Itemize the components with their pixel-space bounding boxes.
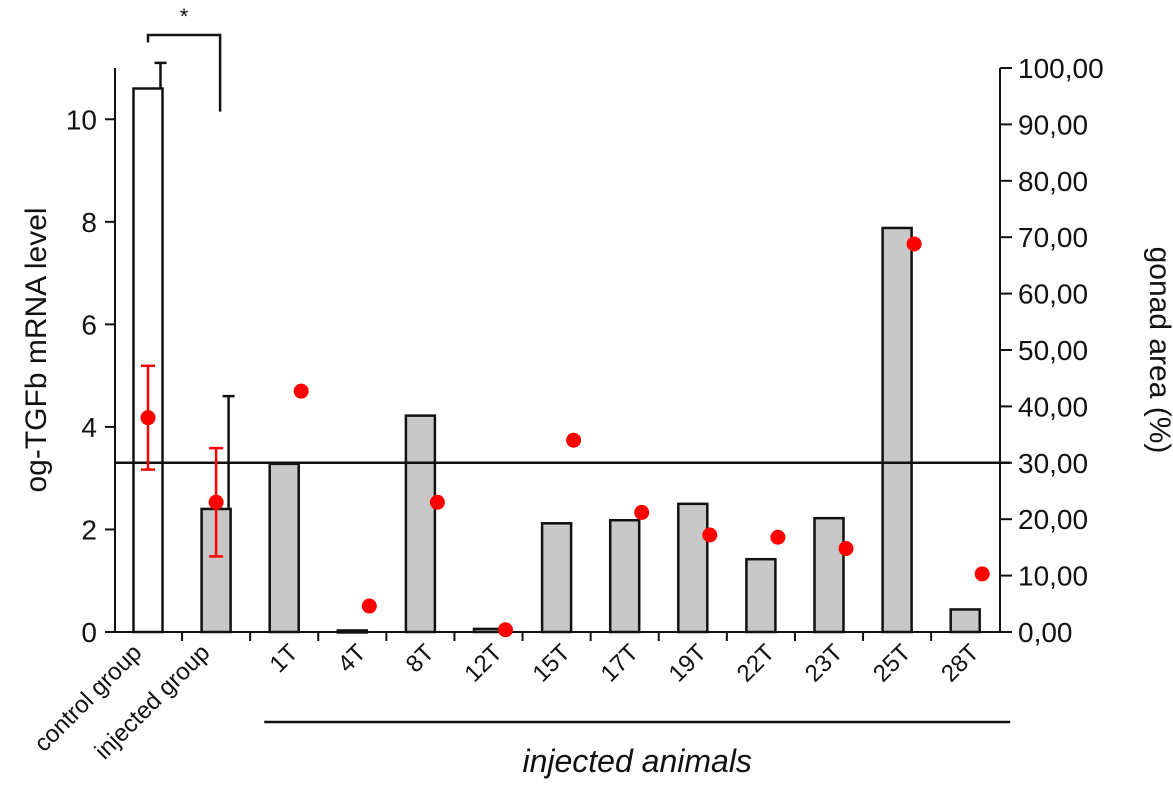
category-label: 8T — [401, 639, 440, 678]
right-tick-label: 40,00 — [1018, 391, 1088, 422]
bar — [608, 518, 641, 634]
left-axis-title: og-TGFb mRNA level — [20, 207, 53, 492]
right-tick-label: 50,00 — [1018, 335, 1088, 366]
bar — [336, 629, 369, 634]
data-point — [974, 566, 990, 582]
category-label: 28T — [936, 639, 985, 688]
right-axis: 0,00 10,00 20,00 30,00 40,00 50,00 60,00 70,00 8… — [999, 53, 1104, 648]
data-point — [140, 410, 156, 426]
bar — [881, 226, 913, 634]
points — [140, 236, 990, 638]
bar — [540, 522, 573, 634]
bar — [268, 462, 300, 634]
left-tick-label: 8 — [81, 207, 97, 238]
right-tick-label: 60,00 — [1018, 279, 1088, 310]
right-tick-label: 0,00 — [1018, 617, 1073, 648]
bar — [745, 557, 777, 634]
data-point — [770, 529, 786, 545]
left-tick-label: 2 — [81, 514, 97, 545]
bar — [677, 502, 709, 634]
category-label: 25T — [868, 639, 917, 688]
category-label: 17T — [596, 639, 645, 688]
data-point — [634, 504, 650, 520]
data-point — [429, 494, 445, 510]
right-tick-label: 90,00 — [1018, 109, 1088, 140]
group-label: injected animals — [522, 743, 751, 779]
right-tick-label: 30,00 — [1018, 448, 1088, 479]
data-point — [208, 494, 224, 510]
bars — [115, 61, 1010, 634]
category-label: 1T — [265, 639, 304, 678]
bar — [132, 87, 164, 634]
left-tick-label: 0 — [81, 617, 97, 648]
category-label: 15T — [528, 639, 577, 688]
data-point — [498, 622, 513, 638]
right-tick-label: 70,00 — [1018, 222, 1088, 253]
significance-bracket — [146, 33, 222, 112]
data-point — [906, 236, 922, 252]
data-point — [566, 432, 582, 448]
right-tick-label: 10,00 — [1018, 561, 1088, 592]
left-tick-label: 10 — [66, 104, 97, 135]
left-axis: 0 2 4 6 8 10 — [66, 68, 1000, 648]
data-point — [702, 527, 718, 543]
bar — [949, 608, 981, 634]
category-label: 4T — [333, 639, 372, 678]
category-label: 23T — [800, 639, 849, 688]
category-label: 22T — [732, 639, 781, 688]
category-label: 19T — [664, 639, 713, 688]
bar — [404, 414, 437, 634]
right-tick-label: 80,00 — [1018, 166, 1088, 197]
left-tick-label: 6 — [81, 309, 97, 340]
data-point — [293, 383, 309, 399]
left-tick-label: 4 — [81, 412, 97, 443]
right-tick-label: 20,00 — [1018, 504, 1088, 535]
category-label: 12T — [459, 639, 508, 688]
data-point — [838, 541, 854, 557]
data-point — [361, 598, 377, 614]
significance-label: * — [180, 4, 189, 29]
right-tick-label: 100,00 — [1018, 53, 1104, 84]
bar — [813, 516, 845, 634]
right-axis-title: gonad area (%) — [1143, 247, 1173, 454]
